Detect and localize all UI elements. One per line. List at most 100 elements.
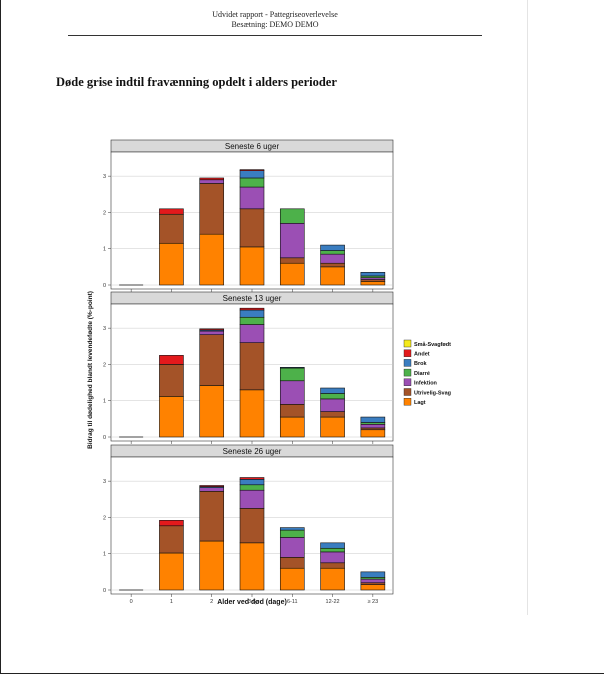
bar-segment [239, 479, 265, 486]
bar-segment [159, 364, 184, 397]
bar-segment [199, 540, 225, 591]
x-tick-label: 2 [210, 599, 213, 605]
bar-segment [360, 571, 386, 578]
bar-segment [320, 398, 345, 412]
bar-segment [239, 508, 265, 544]
bar-segment [320, 411, 345, 418]
y-tick-label: 0 [103, 435, 106, 441]
bar-segment [239, 309, 265, 318]
facet-title: Seneste 26 uger [223, 447, 282, 456]
bar-segment [199, 330, 225, 335]
bar-segment [320, 266, 345, 286]
bar-segment [159, 355, 184, 365]
legend-swatch [403, 339, 412, 348]
bar-segment [320, 387, 345, 394]
bar-segment [159, 520, 184, 527]
y-tick-label: 3 [103, 479, 106, 485]
bar-segment [279, 416, 305, 438]
bar-segment [320, 562, 345, 569]
bar-segment [320, 393, 345, 400]
bar-segment [199, 487, 225, 492]
y-tick-label: 2 [103, 515, 106, 521]
x-tick-label: 0 [130, 599, 133, 605]
bar-segment [320, 567, 345, 591]
bar-segment [239, 246, 265, 286]
bar-segment [239, 342, 265, 391]
bar-segment [199, 328, 225, 331]
facet-panel: Seneste 26 uger 0 1 2 3 0 1 2 3-5 6-11 12-22 ≥ 23 [103, 444, 394, 605]
bar-segment [360, 281, 386, 286]
x-axis-label: Alder ved død (dage) [217, 599, 287, 606]
y-tick-label: 0 [103, 283, 106, 289]
report-title: Udvidet rapport - Pattegriseoverlevelse [212, 10, 338, 19]
bar-segment [279, 529, 305, 538]
bar-segment [320, 262, 345, 268]
bar-segment [360, 416, 386, 423]
bar-segment [279, 404, 305, 418]
legend-label: Små-Svagfødt [414, 341, 451, 348]
bar-segment [239, 316, 265, 325]
y-tick-label: 2 [103, 210, 106, 216]
legend-swatch [403, 398, 412, 406]
bar-segment [279, 223, 305, 259]
legend-swatch [403, 368, 412, 377]
legend-label: Diarré [414, 371, 430, 377]
legend-swatch [403, 378, 412, 386]
x-tick-label: 6-11 [287, 599, 298, 605]
legend-swatch [403, 349, 412, 357]
bar-segment [239, 307, 265, 311]
bar-segment [279, 537, 305, 558]
bar-segment [320, 244, 345, 251]
legend-swatch [403, 388, 412, 396]
y-tick-label: 2 [103, 362, 106, 368]
bar-segment [159, 552, 184, 591]
bar-segment [360, 578, 386, 584]
bar-segment [320, 551, 345, 564]
bar-segment [320, 250, 345, 255]
bar-segment [239, 170, 265, 179]
bar-segment [279, 367, 305, 369]
bar-segment [159, 525, 184, 554]
bar-segment [199, 233, 225, 286]
bar-segment [239, 186, 265, 210]
bar-segment [199, 183, 225, 235]
y-tick-label: 3 [103, 174, 106, 180]
bar-segment [239, 208, 265, 248]
y-tick-label: 3 [103, 326, 106, 332]
bar-segment [279, 527, 305, 531]
bar-segment [159, 208, 184, 215]
x-tick-label: 1 [170, 599, 173, 605]
bar-segment [199, 177, 225, 181]
x-tick-label: 3-5 [248, 599, 256, 605]
bar-segment [239, 169, 265, 172]
y-axis-label: Bidrag til dødelighed blandt levendefødt… [87, 291, 94, 449]
legend-label: Brok [414, 361, 427, 367]
y-tick-label: 1 [103, 399, 106, 405]
legend-label: Andet [414, 352, 430, 358]
report-header: Udvidet rapport - Pattegriseoverlevelse … [68, 10, 482, 30]
bar-segment [279, 257, 305, 264]
bar-segment [239, 389, 265, 438]
bar-segment [199, 334, 225, 386]
bar-segment [239, 324, 265, 343]
bar-segment [320, 547, 345, 553]
bar-segment [159, 242, 184, 286]
legend-label: Lagt [414, 400, 426, 406]
bar-segment [320, 416, 345, 438]
facet-title: Seneste 13 uger [223, 294, 282, 303]
header-rule [68, 35, 482, 36]
legend-label: Utrivelig-Svag [414, 390, 451, 396]
bar-segment [239, 177, 265, 188]
bar-segment [239, 484, 265, 491]
x-tick-label: 12-22 [326, 599, 340, 605]
bar-segment [199, 385, 225, 438]
y-tick-label: 1 [103, 552, 106, 558]
bar-segment [360, 429, 386, 438]
bar-segment [320, 542, 345, 549]
bar-segment [279, 380, 305, 405]
bar-segment [279, 367, 305, 382]
section-title: Døde grise indtil fravænning opdelt i al… [56, 75, 337, 89]
herd-label: Besætning: DEMO DEMO [231, 20, 319, 29]
